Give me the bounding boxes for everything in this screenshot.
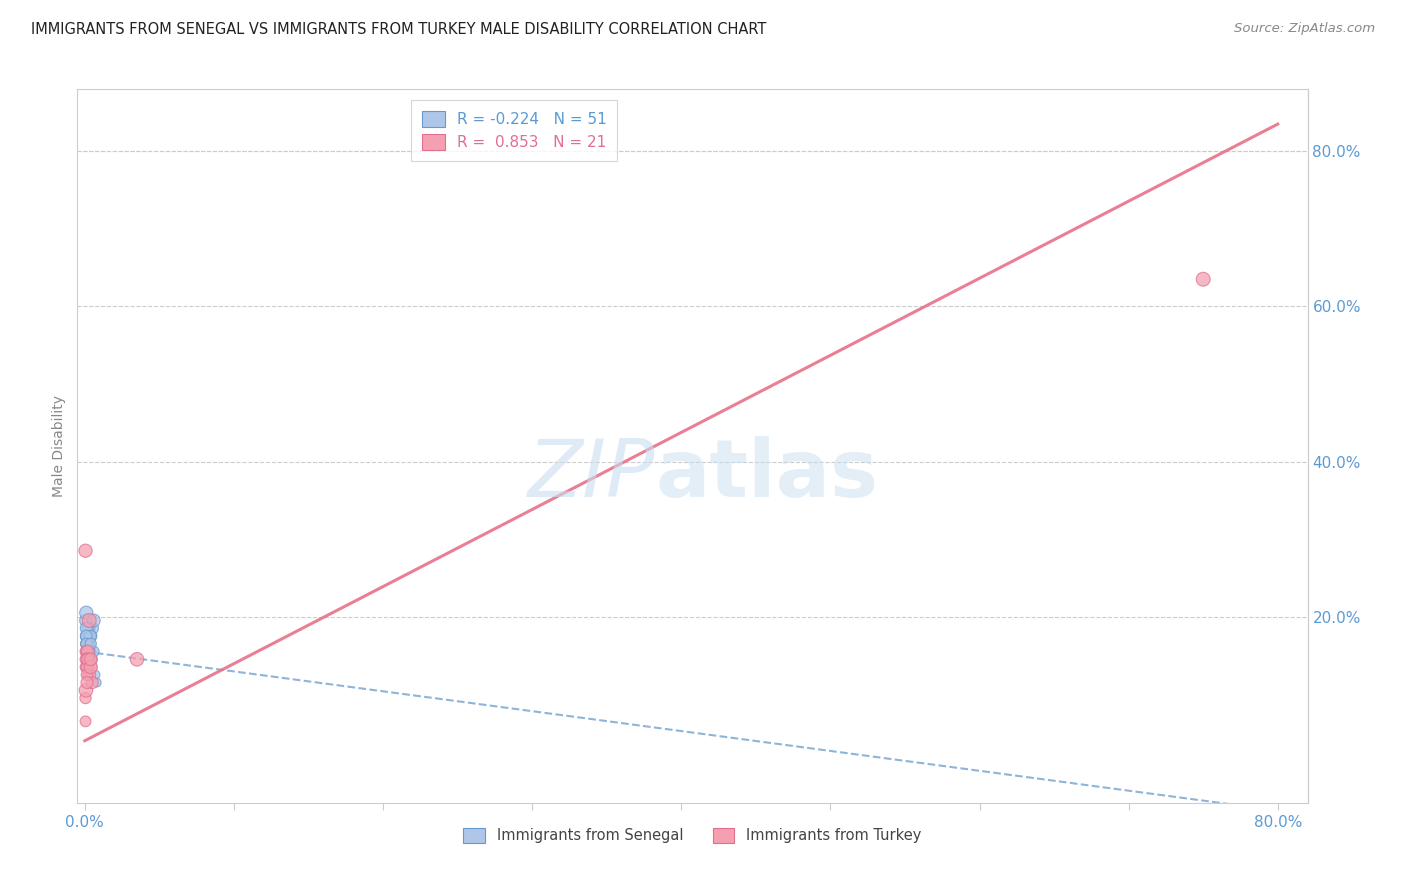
Point xyxy=(75,644,97,658)
Point xyxy=(83,644,105,658)
Point xyxy=(76,652,98,666)
Point xyxy=(82,675,104,690)
Point xyxy=(77,621,100,635)
Point xyxy=(77,644,100,658)
Point xyxy=(82,652,104,666)
Point xyxy=(75,652,97,666)
Point xyxy=(76,644,98,658)
Point xyxy=(75,629,97,643)
Point xyxy=(75,629,97,643)
Point xyxy=(77,629,100,643)
Point xyxy=(77,637,100,651)
Point xyxy=(76,660,98,674)
Point xyxy=(80,637,103,651)
Point xyxy=(75,637,97,651)
Point xyxy=(75,629,97,643)
Point xyxy=(80,652,103,666)
Point xyxy=(75,660,97,674)
Point xyxy=(77,614,100,628)
Point xyxy=(76,637,98,651)
Text: atlas: atlas xyxy=(655,435,879,514)
Point xyxy=(75,644,97,658)
Point xyxy=(75,543,97,558)
Point xyxy=(125,652,148,666)
Point xyxy=(75,660,97,674)
Point xyxy=(77,644,100,658)
Point xyxy=(76,637,98,651)
Point xyxy=(83,614,105,628)
Point xyxy=(76,621,98,635)
Point xyxy=(76,668,98,682)
Point xyxy=(75,691,97,706)
Point xyxy=(76,660,98,674)
Point xyxy=(76,652,98,666)
Y-axis label: Male Disability: Male Disability xyxy=(52,395,66,497)
Point xyxy=(75,644,97,658)
Point xyxy=(75,652,97,666)
Point xyxy=(76,637,98,651)
Point xyxy=(1192,272,1215,286)
Point xyxy=(75,652,97,666)
Point xyxy=(75,637,97,651)
Point xyxy=(75,644,97,658)
Text: IMMIGRANTS FROM SENEGAL VS IMMIGRANTS FROM TURKEY MALE DISABILITY CORRELATION CH: IMMIGRANTS FROM SENEGAL VS IMMIGRANTS FR… xyxy=(31,22,766,37)
Point xyxy=(82,621,104,635)
Point xyxy=(75,714,97,729)
Point xyxy=(75,621,97,635)
Point xyxy=(75,683,97,698)
Point xyxy=(80,629,103,643)
Point xyxy=(76,652,98,666)
Legend: Immigrants from Senegal, Immigrants from Turkey: Immigrants from Senegal, Immigrants from… xyxy=(457,822,928,849)
Point xyxy=(77,644,100,658)
Point xyxy=(76,644,98,658)
Point xyxy=(75,660,97,674)
Point xyxy=(76,652,98,666)
Point xyxy=(76,637,98,651)
Point xyxy=(75,660,97,674)
Text: Source: ZipAtlas.com: Source: ZipAtlas.com xyxy=(1234,22,1375,36)
Point xyxy=(75,606,97,620)
Point xyxy=(84,668,107,682)
Point xyxy=(86,675,108,690)
Point xyxy=(80,629,103,643)
Point xyxy=(80,652,103,666)
Point xyxy=(76,644,98,658)
Point xyxy=(80,644,103,658)
Point xyxy=(76,652,98,666)
Text: ZIP: ZIP xyxy=(529,435,655,514)
Point xyxy=(80,660,103,674)
Point xyxy=(77,668,100,682)
Point xyxy=(76,668,98,682)
Point xyxy=(76,652,98,666)
Point xyxy=(80,660,103,674)
Point xyxy=(77,660,100,674)
Point xyxy=(76,629,98,643)
Point xyxy=(75,614,97,628)
Point xyxy=(77,629,100,643)
Point xyxy=(75,637,97,651)
Point xyxy=(76,675,98,690)
Point xyxy=(76,652,98,666)
